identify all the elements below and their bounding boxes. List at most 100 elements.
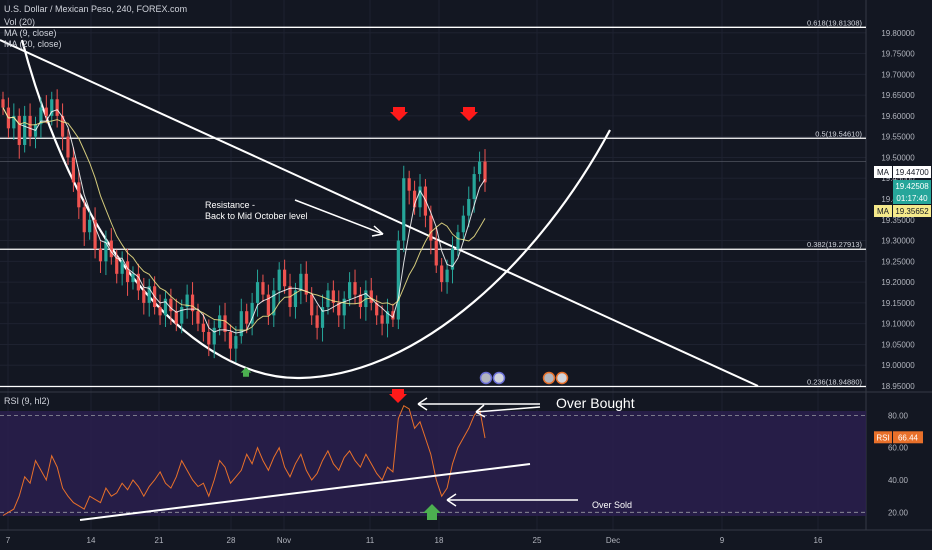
event-icon[interactable] (542, 371, 556, 385)
candle-body (348, 282, 352, 299)
time-axis: 7 14 21 28 Nov 11 18 25 Dec 9 16 (0, 529, 932, 545)
candle-body (131, 273, 135, 283)
candle-body (66, 136, 70, 158)
candle-body (109, 240, 113, 258)
ma-9-line (2, 107, 486, 334)
candle-body (353, 282, 357, 295)
candle-body (331, 290, 335, 303)
indicator-legend[interactable]: Vol (20) (4, 17, 35, 27)
event-icon[interactable] (555, 371, 569, 385)
candle-body (461, 215, 465, 233)
candle-body (440, 265, 444, 283)
moving-averages (2, 107, 486, 334)
time-tick: 14 (87, 536, 96, 545)
candle-body (266, 294, 270, 316)
fib-label: 0.618(19.81308) (807, 18, 863, 27)
price-tag-badge (874, 166, 892, 178)
price-tick: 19.25000 (881, 257, 915, 266)
rsi-tick: 60.00 (888, 444, 909, 453)
candle-body (50, 99, 54, 116)
price-tag-value: 01:17:40 (896, 194, 928, 203)
price-tick: 19.30000 (881, 237, 915, 246)
candle-body (125, 261, 130, 283)
candle-body (142, 290, 146, 303)
candle-body (456, 232, 460, 249)
symbol-title[interactable]: U.S. Dollar / Mexican Peso, 240, FOREX.c… (4, 4, 187, 14)
candle-body (1, 99, 5, 108)
price-tick: 19.55000 (881, 133, 915, 142)
candle-body (483, 161, 487, 183)
time-tick: 25 (533, 536, 542, 545)
candle-body (120, 261, 124, 274)
fib-label: 0.5(19.54610) (815, 129, 862, 138)
candle-body (385, 311, 390, 324)
candle-body (407, 178, 411, 191)
down-arrow-icon (460, 107, 478, 121)
candle-body (88, 219, 92, 233)
price-tag-value: 19.44700 (895, 168, 929, 177)
arrowhead-icon (417, 397, 428, 411)
indicator-legend[interactable]: MA (20, close) (4, 39, 62, 49)
candle-body (163, 298, 168, 316)
candle-body (239, 311, 243, 337)
event-icon[interactable] (492, 371, 506, 385)
down-arrow-icon (389, 389, 407, 403)
rsi-tag-badge (874, 431, 892, 444)
candle-body (358, 294, 363, 308)
rsi-trendline (79, 463, 531, 521)
price-tick: 19.65000 (881, 91, 915, 100)
candle-body (472, 174, 476, 199)
candle-body (185, 294, 189, 308)
candle-body (190, 294, 195, 312)
price-tag-value: 19.42508 (895, 182, 929, 191)
candle-body (272, 290, 276, 316)
candle-body (174, 311, 178, 324)
arrowhead-icon (371, 225, 384, 237)
downtrend-line (0, 39, 759, 387)
candle-body (250, 302, 254, 324)
price-tag-badge (874, 205, 892, 217)
candle-body (412, 190, 417, 208)
candle-body (207, 331, 211, 345)
indicator-legend[interactable]: MA (9, close) (4, 28, 57, 38)
price-tag-label: MA (877, 168, 890, 177)
candle-body (304, 273, 308, 295)
candle-body (396, 240, 400, 320)
candle-body (201, 323, 205, 332)
resistance-label-2: Back to Mid October level (205, 211, 308, 221)
down-arrow-icon (390, 107, 408, 121)
price-tick: 19.35000 (881, 216, 915, 225)
time-tick: 7 (6, 536, 11, 545)
price-tick: 19.10000 (881, 320, 915, 329)
candle-body (44, 107, 48, 116)
candle-body (158, 307, 162, 316)
candle-body (169, 298, 173, 312)
candle-body (315, 315, 319, 328)
arrowhead-icon (446, 493, 457, 507)
candle-body (277, 269, 281, 291)
time-tick: Dec (606, 536, 620, 545)
candle-body (196, 311, 200, 324)
candle-body (28, 115, 32, 137)
event-icon[interactable] (479, 371, 493, 385)
candle-body (429, 215, 433, 241)
price-axis: 19.80000 19.75000 19.70000 19.65000 19.60000… (874, 29, 931, 517)
over-bought-arrow-2 (475, 406, 541, 413)
fib-label: 0.236(18.94880) (807, 377, 863, 386)
price-tag (893, 192, 931, 204)
candle-body (445, 269, 449, 283)
rsi-tag-label: RSI (876, 433, 889, 442)
rsi-tick: 40.00 (888, 476, 909, 485)
candle-body (60, 115, 65, 137)
price-tick: 19.45000 (881, 174, 915, 183)
price-tick: 19.75000 (881, 50, 915, 59)
candles (1, 89, 487, 363)
candle-body (23, 115, 27, 145)
rsi-tag-value: 66.44 (898, 433, 919, 442)
legend-header: U.S. Dollar / Mexican Peso, 240, FOREX.c… (4, 4, 187, 49)
over-sold-label: Over Sold (592, 500, 632, 510)
candle-body (212, 327, 216, 345)
price-tick: 19.80000 (881, 29, 915, 38)
price-tick: 19.60000 (881, 112, 915, 121)
